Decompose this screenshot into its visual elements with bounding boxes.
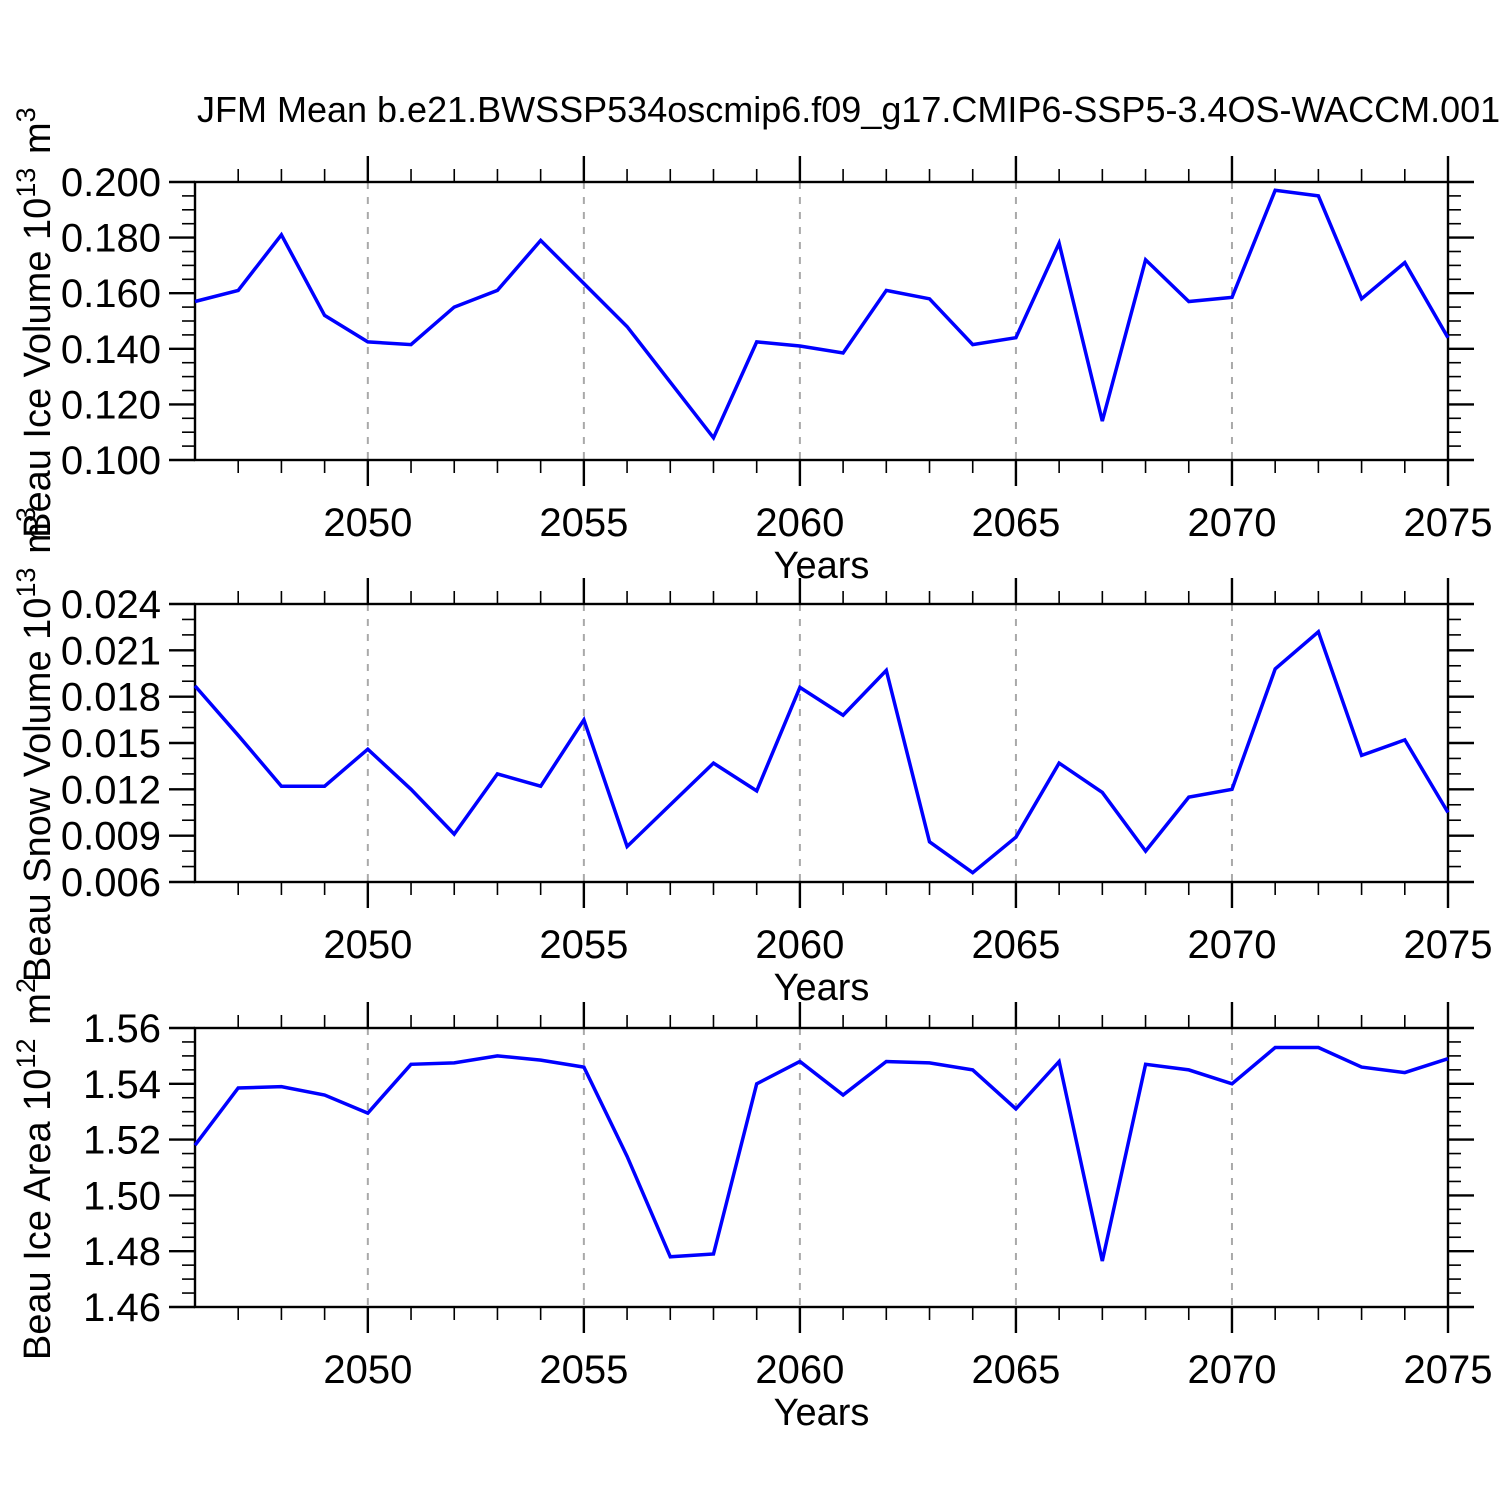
x-axis-label: Years xyxy=(774,1392,870,1434)
y-tick-label: 1.56 xyxy=(83,1007,161,1051)
x-tick-label: 2055 xyxy=(539,501,628,545)
y-tick-label: 1.54 xyxy=(83,1063,161,1107)
y-tick-label: 0.024 xyxy=(61,583,161,627)
y-tick-label: 0.160 xyxy=(61,272,161,316)
x-tick-label: 2050 xyxy=(323,923,412,967)
plot-frame xyxy=(193,602,1450,884)
y-tick-label: 1.52 xyxy=(83,1119,161,1163)
x-tick-label: 2055 xyxy=(539,1348,628,1392)
y-tick-label: 1.46 xyxy=(83,1286,161,1330)
y-axis-label: Beau Snow Volume 1013 m3 xyxy=(11,504,59,982)
x-tick-label: 2075 xyxy=(1404,1348,1493,1392)
y-tick-label: 1.48 xyxy=(83,1230,161,1274)
y-tick-label: 0.012 xyxy=(61,768,161,812)
y-tick-label: 0.200 xyxy=(61,161,161,205)
x-tick-label: 2060 xyxy=(755,923,844,967)
x-tick-label: 2060 xyxy=(755,1348,844,1392)
x-tick-label: 2050 xyxy=(323,501,412,545)
chart-beau-ice-area: 1.46 1.48 1.50 1.52 1.54 1.56 2050 2055 2060 2065… xyxy=(11,975,1493,1434)
y-tick-label: 0.140 xyxy=(61,328,161,372)
x-tick-label: 2070 xyxy=(1187,923,1276,967)
beau-ice-volume-series-line xyxy=(194,188,1450,442)
chart-beau-ice-volume: 0.100 0.120 0.140 0.160 0.180 0.200 2050 2055 20… xyxy=(11,104,1493,587)
x-tick-label: 2065 xyxy=(971,501,1060,545)
x-axis-label: Years xyxy=(774,967,870,1009)
x-tick-label: 2075 xyxy=(1404,923,1493,967)
plot-frame xyxy=(193,1026,1450,1309)
x-tick-label: 2055 xyxy=(539,923,628,967)
x-tick-label: 2075 xyxy=(1404,501,1493,545)
x-axis-label: Years xyxy=(774,545,870,587)
y-tick-label: 0.006 xyxy=(61,861,161,905)
y-tick-label: 0.015 xyxy=(61,722,161,766)
beau-ice-area-series-line xyxy=(193,1045,1449,1262)
y-tick-label: 0.009 xyxy=(61,815,161,859)
x-tick-label: 2060 xyxy=(755,501,844,545)
y-tick-label: 0.021 xyxy=(61,629,161,673)
y-axis-label: Beau Ice Area 1012 m2 xyxy=(11,975,59,1360)
beau-snow-volume-series-line xyxy=(193,628,1450,875)
x-tick-label: 2070 xyxy=(1187,501,1276,545)
y-tick-label: 0.018 xyxy=(61,676,161,720)
y-tick-label: 0.120 xyxy=(61,383,161,427)
x-tick-label: 2070 xyxy=(1187,1348,1276,1392)
y-tick-label: 1.50 xyxy=(83,1174,161,1218)
x-tick-label: 2050 xyxy=(323,1348,412,1392)
y-tick-label: 0.100 xyxy=(61,439,161,483)
x-tick-label: 2065 xyxy=(971,1348,1060,1392)
y-axis-label: Beau Ice Volume 1013 m3 xyxy=(11,104,59,538)
x-tick-label: 2065 xyxy=(971,923,1060,967)
y-tick-label: 0.180 xyxy=(61,217,161,261)
figure-title: JFM Mean b.e21.BWSSP534oscmip6.f09_g17.C… xyxy=(197,89,1500,130)
